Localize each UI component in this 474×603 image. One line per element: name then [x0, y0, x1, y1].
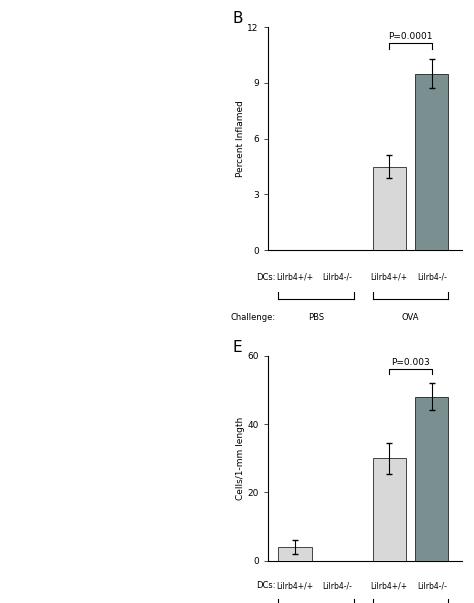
- Text: DCs:: DCs:: [256, 273, 275, 282]
- Bar: [278, 547, 312, 561]
- Text: Challenge:: Challenge:: [230, 313, 275, 322]
- Bar: [373, 458, 406, 561]
- Text: Lilrb4-/-: Lilrb4-/-: [323, 273, 353, 282]
- Text: Lilrb4-/-: Lilrb4-/-: [417, 273, 447, 282]
- Text: Lilrb4+/+: Lilrb4+/+: [371, 273, 408, 282]
- Text: Lilrb4-/-: Lilrb4-/-: [417, 581, 447, 590]
- Bar: [415, 74, 448, 250]
- Text: P=0.0001: P=0.0001: [388, 33, 433, 42]
- Text: B: B: [233, 11, 243, 26]
- Y-axis label: Percent Inflamed: Percent Inflamed: [236, 100, 245, 177]
- Bar: [373, 166, 406, 250]
- Text: OVA: OVA: [402, 313, 419, 322]
- Text: E: E: [233, 339, 243, 355]
- Text: Lilrb4+/+: Lilrb4+/+: [371, 581, 408, 590]
- Text: Lilrb4+/+: Lilrb4+/+: [276, 273, 314, 282]
- Text: Lilrb4-/-: Lilrb4-/-: [323, 581, 353, 590]
- Text: P=0.003: P=0.003: [391, 358, 430, 367]
- Text: PBS: PBS: [308, 313, 325, 322]
- Text: DCs:: DCs:: [256, 581, 275, 590]
- Bar: [415, 397, 448, 561]
- Y-axis label: Cells/1-mm length: Cells/1-mm length: [236, 417, 245, 500]
- Text: Lilrb4+/+: Lilrb4+/+: [276, 581, 314, 590]
